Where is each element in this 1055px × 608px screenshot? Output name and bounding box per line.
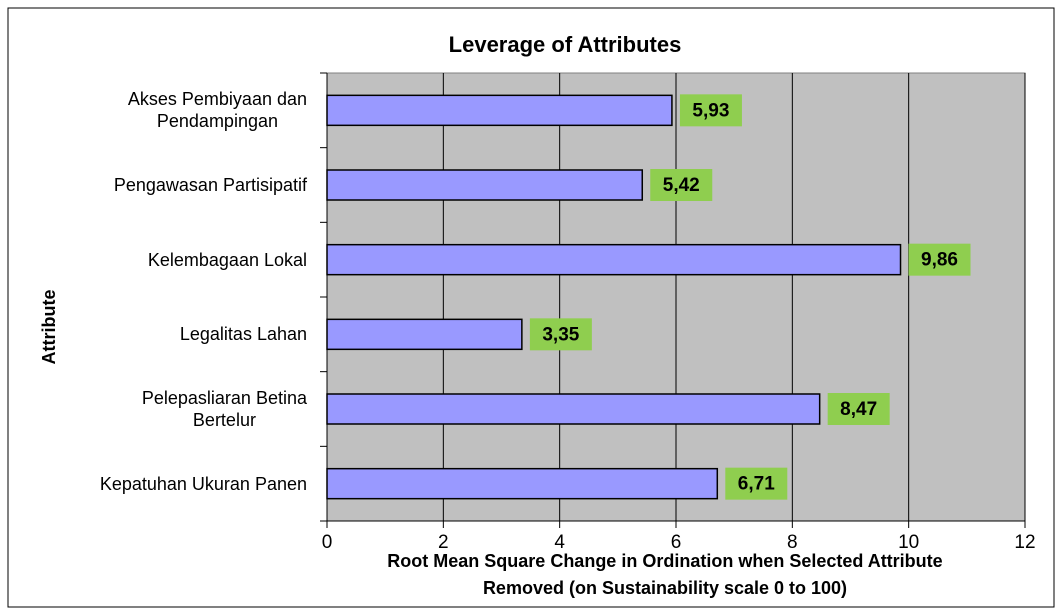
chart-title: Leverage of Attributes bbox=[449, 32, 682, 57]
value-label: 5,42 bbox=[663, 175, 700, 196]
y-tick-label: Kepatuhan Ukuran Panen bbox=[99, 473, 307, 494]
bar bbox=[326, 94, 673, 127]
x-tick-label: 12 bbox=[1014, 532, 1035, 553]
y-tick-label: Akses Pembiyaan dan Pendampingan bbox=[127, 89, 307, 132]
bar bbox=[326, 393, 821, 425]
y-tick-label: Pengawasan Partisipatif bbox=[113, 175, 307, 195]
bar bbox=[326, 467, 719, 500]
value-label-box bbox=[679, 94, 742, 127]
value-label: 3,35 bbox=[542, 324, 579, 345]
x-tick-label: 10 bbox=[898, 532, 919, 553]
bar bbox=[326, 243, 902, 276]
value-label-box bbox=[529, 318, 592, 351]
y-tick-label: Legalitas Lahan bbox=[179, 324, 307, 345]
value-label-box bbox=[650, 169, 713, 201]
bar bbox=[326, 318, 523, 351]
y-axis-title: Attribute bbox=[39, 290, 59, 365]
x-tick-label: 4 bbox=[554, 532, 565, 553]
bar bbox=[326, 169, 644, 201]
value-label: 6,71 bbox=[738, 474, 775, 495]
x-tick-label: 0 bbox=[322, 532, 333, 553]
x-tick-label: 8 bbox=[787, 532, 798, 553]
y-tick-label: Kelembagaan Lokal bbox=[147, 249, 307, 270]
value-label: 9,86 bbox=[921, 250, 958, 271]
y-tick-label: Pelepasliaran Betina Bertelur bbox=[141, 388, 307, 430]
value-label-box bbox=[725, 467, 788, 500]
value-label: 5,93 bbox=[692, 100, 729, 121]
value-label: 8,47 bbox=[840, 399, 877, 420]
value-label-box bbox=[908, 243, 971, 276]
x-tick-label: 6 bbox=[671, 532, 682, 553]
x-axis-title: Root Mean Square Change in Ordination wh… bbox=[387, 551, 943, 598]
value-label-box bbox=[827, 393, 890, 425]
x-tick-label: 2 bbox=[438, 532, 449, 553]
